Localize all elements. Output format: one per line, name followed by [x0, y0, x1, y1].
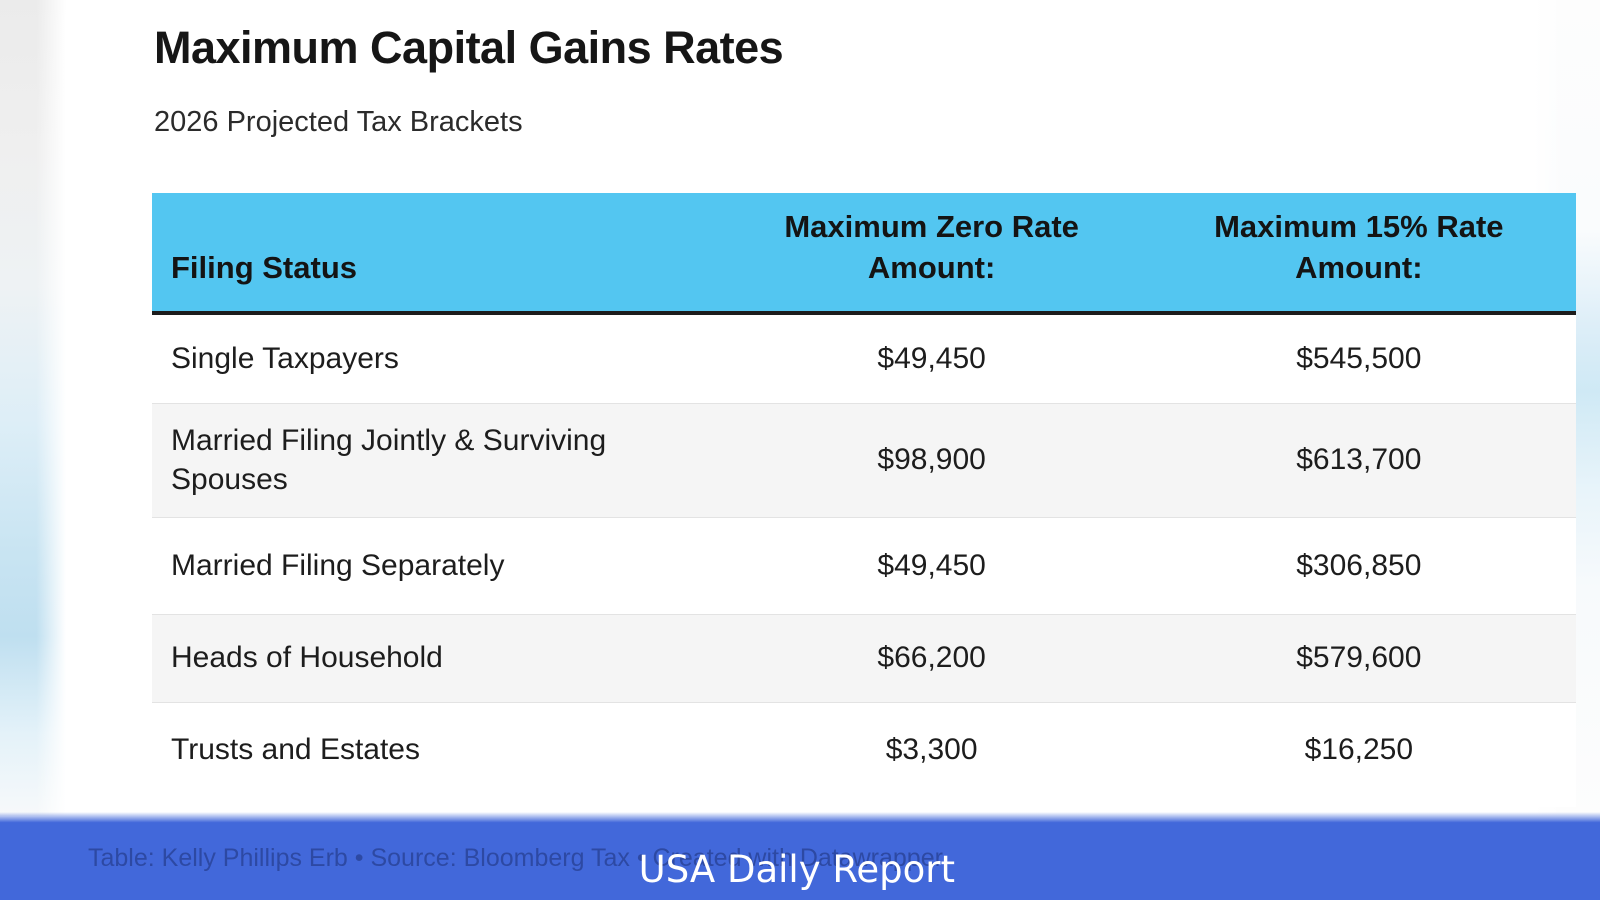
cell-15-rate-amount: $579,600	[1296, 641, 1422, 675]
cell-filing-status: Heads of Household	[171, 641, 443, 675]
table-graphic-card: Maximum Capital Gains Rates 2026 Project…	[66, 0, 1576, 816]
tax-brackets-table: Filing Status Maximum Zero Rate Amount: …	[152, 193, 1576, 807]
left-blur-margin	[0, 0, 66, 816]
cell-15-rate-amount: $545,500	[1296, 341, 1422, 375]
column-header-filing-status: Filing Status	[171, 250, 357, 286]
table-row: Married Filing Jointly & Surviving Spous…	[152, 403, 1576, 517]
page-title: Maximum Capital Gains Rates	[154, 22, 784, 73]
table-row: Heads of Household $66,200 $579,600	[152, 614, 1576, 702]
cell-filing-status: Married Filing Jointly & Surviving Spous…	[171, 424, 607, 496]
cell-filing-status: Trusts and Estates	[171, 733, 420, 766]
cell-filing-status: Married Filing Separately	[171, 548, 505, 582]
attribution-text: Table: Kelly Phillips Erb • Source: Bloo…	[88, 844, 943, 872]
site-banner: Table: Kelly Phillips Erb • Source: Bloo…	[0, 812, 1600, 900]
cell-zero-rate-amount: $66,200	[877, 641, 986, 675]
cell-15-rate-amount: $613,700	[1296, 443, 1422, 477]
site-brand-label: USA Daily Report	[638, 848, 956, 891]
column-header-zero-rate: Maximum Zero Rate Amount:	[784, 209, 1079, 286]
column-header-15-rate: Maximum 15% Rate Amount:	[1214, 209, 1504, 286]
cell-zero-rate-amount: $49,450	[877, 341, 986, 375]
table-header-row: Filing Status Maximum Zero Rate Amount: …	[152, 193, 1576, 315]
cell-filing-status: Single Taxpayers	[171, 341, 399, 375]
table-row: Trusts and Estates $3,300 $16,250	[152, 702, 1576, 807]
page-subtitle: 2026 Projected Tax Brackets	[154, 106, 523, 138]
cell-15-rate-amount: $306,850	[1296, 548, 1422, 582]
cell-15-rate-amount: $16,250	[1304, 733, 1414, 766]
table-row: Single Taxpayers $49,450 $545,500	[152, 315, 1576, 403]
cell-zero-rate-amount: $3,300	[885, 733, 978, 766]
table-body: Single Taxpayers $49,450 $545,500 Marrie…	[152, 315, 1576, 807]
table-row: Married Filing Separately $49,450 $306,8…	[152, 517, 1576, 614]
cell-zero-rate-amount: $49,450	[877, 548, 986, 582]
cell-zero-rate-amount: $98,900	[877, 443, 986, 477]
